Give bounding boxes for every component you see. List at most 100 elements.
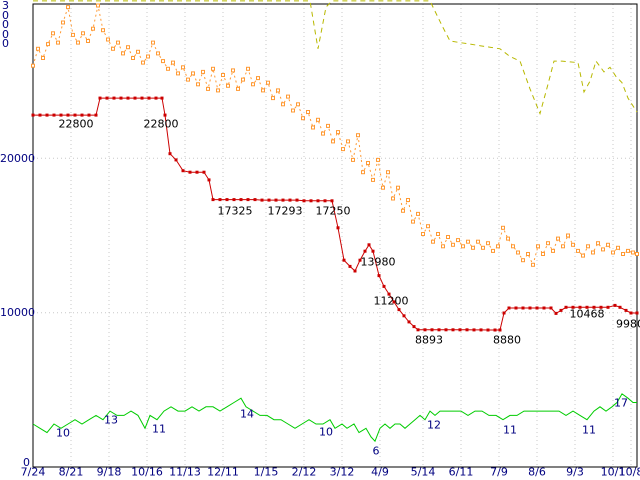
- marker-average-price: [71, 32, 75, 37]
- marker-low-price: [367, 243, 371, 247]
- marker-average-price: [391, 196, 395, 201]
- marker-average-price: [166, 66, 170, 71]
- series-item-count: [32, 393, 637, 443]
- marker-low-price: [564, 305, 568, 309]
- marker-average-price: [371, 177, 375, 182]
- marker-low-price: [336, 226, 340, 230]
- marker-average-price: [36, 46, 40, 51]
- marker-low-price: [105, 96, 109, 100]
- marker-average-price: [321, 131, 325, 136]
- marker-average-price: [156, 51, 160, 56]
- marker-average-price: [231, 68, 235, 73]
- marker-low-price: [571, 305, 575, 309]
- marker-low-price: [402, 314, 406, 318]
- marker-low-price: [246, 198, 250, 202]
- marker-average-price: [626, 248, 630, 253]
- marker-low-price: [154, 96, 158, 100]
- marker-average-price: [571, 242, 575, 247]
- marker-low-price: [126, 96, 130, 100]
- marker-average-price: [601, 247, 605, 252]
- marker-low-price: [323, 199, 327, 203]
- marker-low-price: [514, 306, 518, 310]
- marker-average-price: [111, 46, 115, 51]
- marker-low-price: [188, 170, 192, 174]
- marker-low-price: [66, 113, 70, 117]
- marker-average-price: [161, 59, 165, 64]
- marker-low-price: [635, 311, 639, 315]
- marker-average-price: [76, 40, 80, 45]
- marker-low-price: [140, 96, 144, 100]
- marker-average-price: [176, 71, 180, 76]
- marker-low-price: [330, 199, 334, 203]
- marker-low-price: [232, 198, 236, 202]
- marker-low-price: [392, 300, 396, 304]
- marker-average-price: [201, 69, 205, 74]
- marker-low-price: [618, 305, 622, 309]
- marker-average-price: [466, 239, 470, 244]
- marker-average-price: [136, 49, 140, 54]
- marker-low-price: [353, 269, 357, 273]
- marker-average-price: [496, 244, 500, 249]
- marker-average-price: [516, 250, 520, 255]
- marker-average-price: [451, 242, 455, 247]
- marker-low-price: [437, 328, 441, 332]
- marker-average-price: [126, 45, 130, 50]
- marker-average-price: [206, 86, 210, 91]
- marker-low-price: [507, 306, 511, 310]
- marker-average-price: [421, 232, 425, 236]
- marker-average-price: [376, 157, 380, 162]
- marker-low-price: [559, 308, 563, 312]
- marker-average-price: [396, 185, 400, 190]
- marker-average-price: [271, 96, 275, 101]
- marker-average-price: [416, 211, 420, 216]
- marker-low-price: [502, 311, 506, 315]
- marker-average-price: [46, 42, 50, 47]
- marker-average-price: [581, 253, 585, 258]
- marker-low-price: [274, 198, 278, 202]
- marker-low-price: [112, 96, 116, 100]
- marker-average-price: [286, 94, 290, 99]
- marker-average-price: [316, 117, 320, 122]
- marker-low-price: [211, 198, 215, 202]
- marker-average-price: [586, 244, 590, 249]
- marker-average-price: [221, 73, 225, 77]
- marker-average-price: [576, 248, 580, 253]
- marker-low-price: [160, 96, 164, 100]
- marker-average-price: [171, 60, 175, 65]
- marker-low-price: [613, 303, 617, 307]
- marker-low-price: [416, 328, 420, 332]
- marker-low-price: [80, 113, 84, 117]
- marker-low-price: [38, 113, 42, 117]
- marker-low-price: [377, 274, 381, 278]
- marker-average-price: [151, 40, 155, 45]
- marker-low-price: [423, 328, 427, 332]
- marker-average-price: [81, 31, 85, 36]
- marker-average-price: [456, 238, 460, 243]
- marker-average-price: [266, 80, 270, 85]
- marker-average-price: [366, 161, 370, 165]
- marker-low-price: [163, 113, 167, 117]
- marker-low-price: [73, 113, 77, 117]
- marker-average-price: [351, 157, 355, 162]
- marker-average-price: [551, 248, 555, 253]
- marker-low-price: [174, 158, 178, 162]
- marker-average-price: [236, 86, 240, 91]
- marker-average-price: [406, 198, 410, 202]
- marker-average-price: [211, 66, 215, 71]
- marker-average-price: [531, 262, 535, 267]
- marker-low-price: [387, 292, 391, 296]
- marker-average-price: [306, 110, 310, 114]
- marker-average-price: [186, 77, 190, 82]
- marker-average-price: [361, 170, 365, 175]
- marker-low-price: [31, 113, 35, 117]
- marker-average-price: [296, 102, 300, 107]
- marker-low-price: [479, 328, 483, 332]
- marker-low-price: [407, 320, 411, 324]
- marker-average-price: [356, 133, 360, 138]
- marker-average-price: [546, 241, 550, 246]
- marker-average-price: [611, 250, 615, 255]
- marker-average-price: [461, 244, 465, 249]
- marker-low-price: [363, 249, 367, 253]
- marker-average-price: [181, 65, 185, 70]
